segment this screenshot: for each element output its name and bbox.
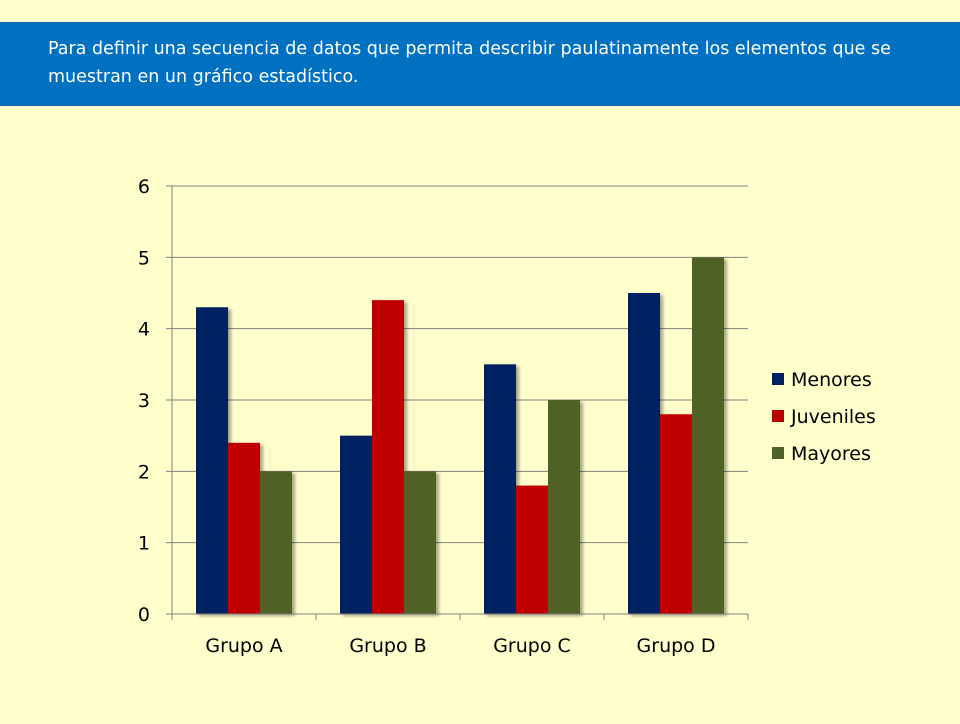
- bar-juveniles-grupo-c: [516, 485, 548, 614]
- legend-label: Juveniles: [790, 406, 876, 428]
- bar-mayores-grupo-d: [692, 257, 724, 614]
- y-tick-label: 6: [138, 176, 150, 198]
- x-tick-label: Grupo C: [493, 635, 571, 657]
- banner-text: Para definir una secuencia de datos que …: [48, 39, 891, 87]
- legend-label: Mayores: [791, 443, 871, 465]
- bar-juveniles-grupo-a: [228, 442, 260, 614]
- legend: Menores Juveniles Mayores: [772, 369, 876, 465]
- y-tick-label: 0: [138, 604, 150, 626]
- x-tick-label: Grupo D: [637, 635, 716, 657]
- bar-mayores-grupo-c: [548, 400, 580, 614]
- y-tick-label: 5: [138, 247, 150, 269]
- bar-menores-grupo-c: [484, 364, 516, 614]
- bar-menores-grupo-a: [196, 307, 228, 614]
- bar-mayores-grupo-b: [404, 471, 436, 614]
- bar-menores-grupo-d: [628, 293, 660, 614]
- bars: [196, 257, 724, 614]
- legend-swatch: [772, 373, 784, 385]
- axes: 0 1 2 3 4 5 6 Grupo A Grupo B Grupo C Grupo D: [138, 176, 749, 657]
- legend-swatch: [772, 447, 784, 459]
- bar-juveniles-grupo-d: [660, 414, 692, 614]
- bar-menores-grupo-b: [340, 435, 372, 614]
- y-tick-label: 3: [138, 390, 150, 412]
- bar-mayores-grupo-a: [260, 471, 292, 614]
- x-tick-label: Grupo A: [205, 635, 282, 657]
- y-tick-label: 2: [138, 461, 150, 483]
- bar-juveniles-grupo-b: [372, 300, 404, 614]
- legend-swatch: [772, 410, 784, 422]
- y-tick-label: 4: [138, 319, 150, 341]
- x-tick-label: Grupo B: [349, 635, 426, 657]
- title-banner: Para definir una secuencia de datos que …: [0, 22, 960, 106]
- legend-label: Menores: [791, 369, 872, 391]
- y-tick-label: 1: [138, 533, 150, 555]
